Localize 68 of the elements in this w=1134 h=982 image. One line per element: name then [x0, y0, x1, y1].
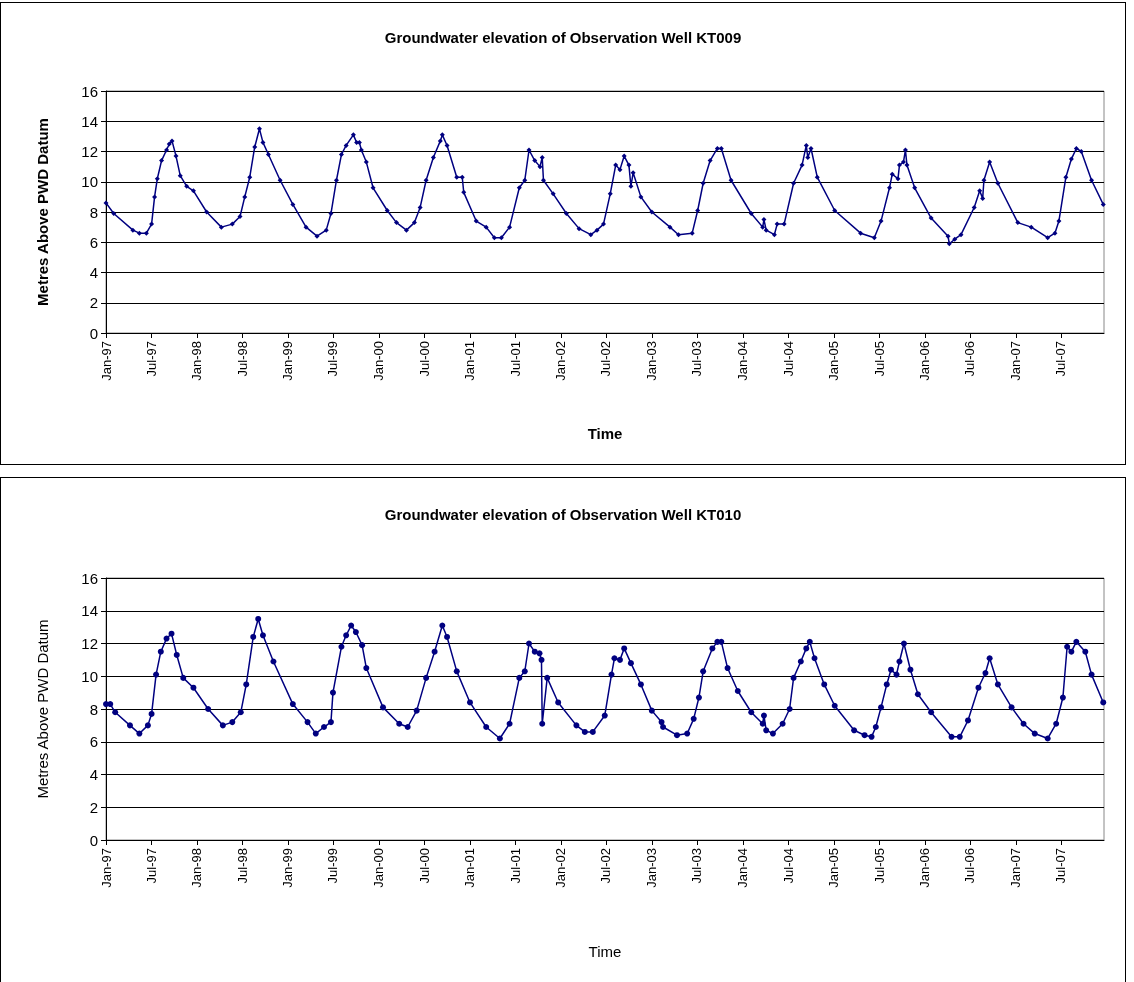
- y-tick-label: 0: [89, 831, 98, 849]
- x-tick-label: Jan-99: [280, 848, 296, 888]
- x-tick-label: Jan-03: [644, 341, 660, 381]
- x-tick-label: Jul-04: [780, 848, 796, 884]
- chart-title: Groundwater elevation of Observation Well KT010: [384, 506, 742, 523]
- x-tick-label: Jan-03: [644, 848, 660, 888]
- x-tick-label: Jan-00: [371, 848, 387, 888]
- x-tick-label: Jul-02: [598, 341, 614, 377]
- y-tick-label: 0: [89, 324, 98, 342]
- x-tick-label: Jul-00: [416, 341, 432, 377]
- x-axis-title: Time: [588, 943, 622, 960]
- x-tick-label: Jul-07: [1053, 341, 1069, 377]
- y-axis-title: Metres Above PWD Datum: [34, 619, 51, 799]
- x-tick-label: Jan-06: [917, 848, 933, 888]
- x-tick-label: Jan-97: [98, 848, 114, 888]
- x-tick-label: Jul-03: [689, 848, 705, 884]
- x-tick-label: Jan-98: [189, 848, 205, 888]
- x-tick-label: Jan-02: [553, 848, 569, 888]
- y-tick-label: 14: [81, 602, 98, 620]
- x-tick-label: Jul-06: [962, 341, 978, 377]
- x-tick-label: Jul-06: [962, 848, 978, 884]
- x-tick-label: Jul-02: [598, 848, 614, 884]
- x-tick-label: Jan-07: [1008, 341, 1024, 381]
- x-tick-label: Jul-99: [325, 848, 341, 884]
- y-axis-title: Metres Above PWD Datum: [34, 118, 51, 306]
- x-tick-label: Jul-99: [325, 341, 341, 377]
- y-tick-label: 6: [89, 233, 98, 251]
- y-tick-label: 6: [89, 733, 98, 751]
- y-tick-label: 10: [81, 667, 98, 685]
- y-tick-label: 2: [89, 798, 98, 816]
- x-tick-label: Jan-04: [735, 848, 751, 888]
- x-tick-label: Jan-07: [1008, 848, 1024, 888]
- x-tick-label: Jul-03: [689, 341, 705, 377]
- y-tick-label: 8: [89, 700, 98, 718]
- y-tick-label: 4: [89, 766, 98, 783]
- x-tick-label: Jan-06: [917, 341, 933, 381]
- x-tick-label: Jul-98: [234, 848, 250, 884]
- x-axis-title: Time: [587, 425, 623, 442]
- x-tick-label: Jul-01: [507, 848, 523, 884]
- x-tick-label: Jan-02: [553, 341, 569, 381]
- x-tick-label: Jul-07: [1053, 848, 1069, 884]
- y-tick-label: 14: [81, 112, 98, 130]
- y-tick-label: 4: [89, 264, 98, 281]
- x-tick-label: Jan-05: [826, 848, 842, 888]
- x-tick-label: Jan-00: [371, 341, 387, 381]
- y-tick-label: 16: [81, 569, 98, 587]
- x-tick-label: Jan-01: [462, 848, 478, 888]
- x-tick-label: Jul-98: [234, 341, 250, 377]
- x-tick-label: Jul-04: [780, 341, 796, 377]
- x-tick-label: Jul-05: [871, 341, 887, 377]
- x-tick-label: Jul-97: [143, 341, 159, 377]
- x-tick-label: Jul-05: [871, 848, 887, 884]
- x-tick-label: Jan-97: [98, 341, 114, 381]
- x-tick-label: Jan-04: [735, 341, 751, 381]
- x-tick-label: Jan-01: [462, 341, 478, 381]
- x-tick-label: Jan-99: [280, 341, 296, 381]
- y-tick-label: 8: [89, 203, 98, 221]
- x-tick-label: Jan-98: [189, 341, 205, 381]
- y-tick-label: 2: [89, 294, 98, 312]
- y-tick-label: 12: [81, 143, 98, 160]
- y-tick-label: 12: [81, 635, 98, 652]
- x-tick-label: Jul-00: [416, 848, 432, 884]
- x-tick-label: Jul-01: [507, 341, 523, 377]
- y-tick-label: 10: [81, 173, 98, 191]
- chart-title: Groundwater elevation of Observation Well KT009: [384, 29, 742, 46]
- x-tick-label: Jul-97: [143, 848, 159, 884]
- y-tick-label: 16: [81, 82, 98, 100]
- x-tick-label: Jan-05: [826, 341, 842, 381]
